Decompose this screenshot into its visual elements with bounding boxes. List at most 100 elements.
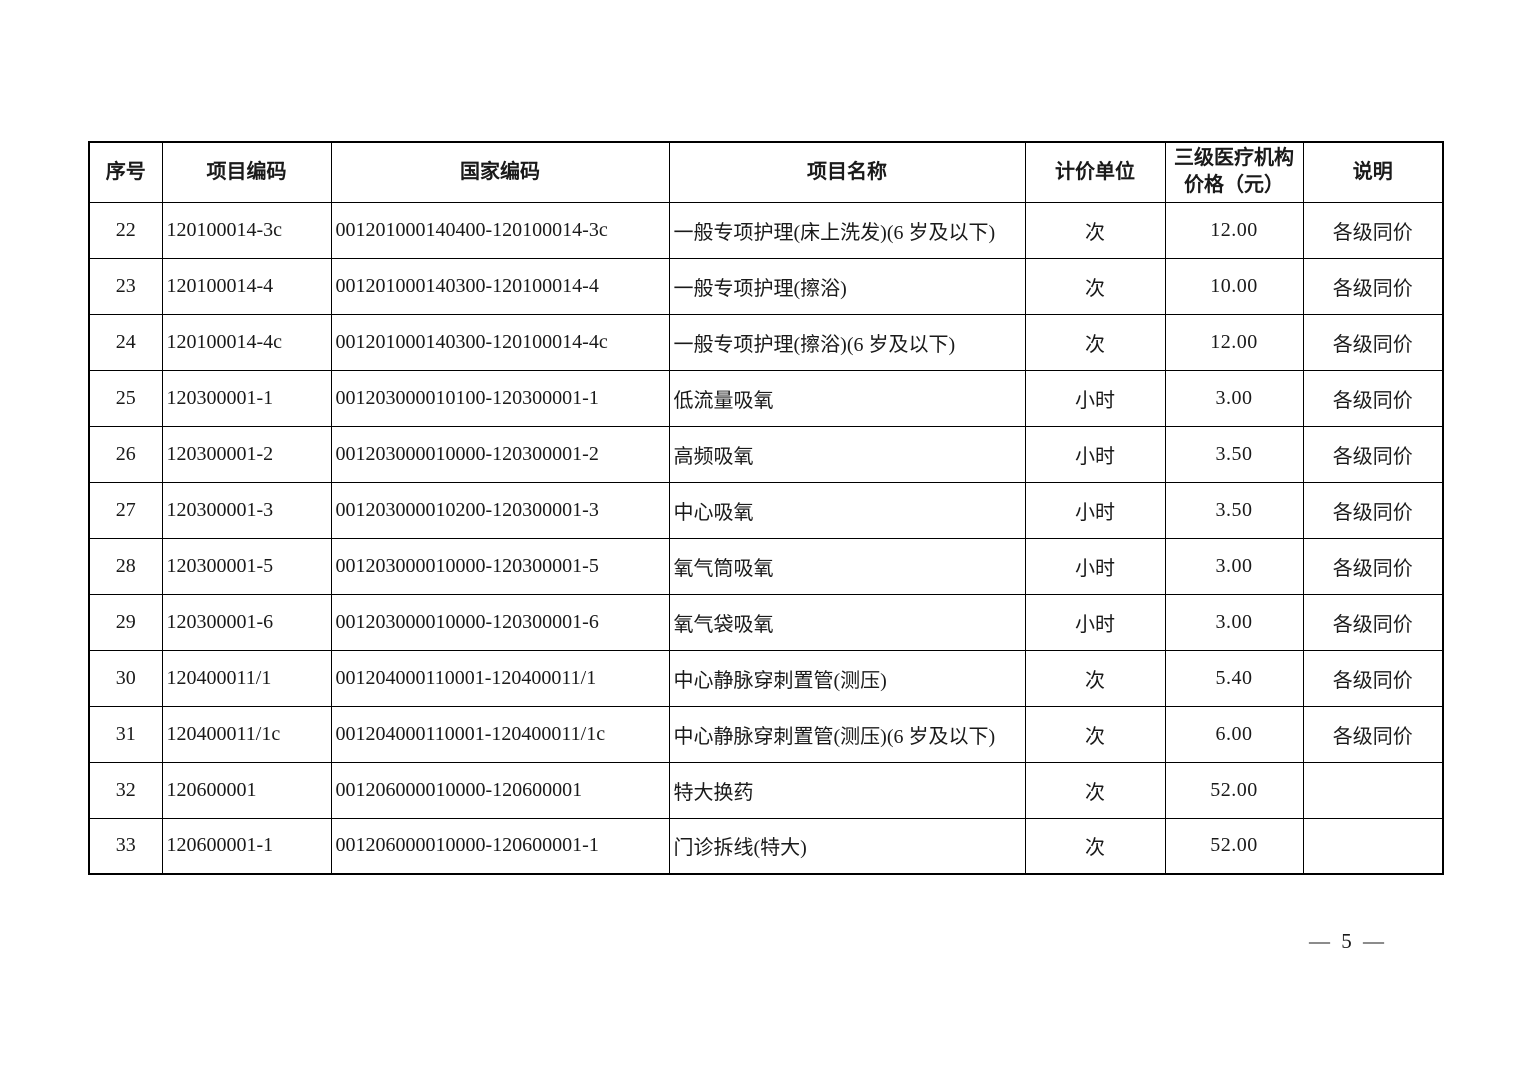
cell-national-code: 001204000110001-120400011/1c (330, 705, 670, 763)
cell-index: 29 (88, 593, 163, 651)
cell-index: 31 (88, 705, 163, 763)
cell-index: 23 (88, 257, 163, 315)
cell-note: 各级同价 (1302, 201, 1444, 259)
table-row: 32 120600001 001206000010000-120600001 特… (88, 761, 1444, 819)
cell-note: 各级同价 (1302, 369, 1444, 427)
table-row: 31 120400011/1c 001204000110001-12040001… (88, 705, 1444, 763)
cell-item-code: 120600001-1 (161, 817, 332, 875)
cell-item-code: 120300001-3 (161, 481, 332, 539)
cell-item-code: 120300001-2 (161, 425, 332, 483)
cell-price: 12.00 (1164, 201, 1304, 259)
cell-item-name: 中心静脉穿刺置管(测压)(6 岁及以下) (668, 705, 1026, 763)
cell-index: 28 (88, 537, 163, 595)
cell-price: 3.00 (1164, 537, 1304, 595)
price-table: 序号 项目编码 国家编码 项目名称 计价单位 三级医疗机构 价格（元） 说明 2… (88, 141, 1444, 875)
cell-note: 各级同价 (1302, 537, 1444, 595)
cell-unit: 小时 (1024, 593, 1166, 651)
header-item-code: 项目编码 (161, 141, 332, 203)
cell-item-name: 高频吸氧 (668, 425, 1026, 483)
cell-unit: 小时 (1024, 425, 1166, 483)
cell-unit: 次 (1024, 761, 1166, 819)
cell-index: 30 (88, 649, 163, 707)
cell-unit: 次 (1024, 313, 1166, 371)
cell-item-name: 中心静脉穿刺置管(测压) (668, 649, 1026, 707)
cell-item-name: 一般专项护理(擦浴) (668, 257, 1026, 315)
table-row: 23 120100014-4 001201000140300-120100014… (88, 257, 1444, 315)
cell-price: 52.00 (1164, 761, 1304, 819)
table-row: 25 120300001-1 001203000010100-120300001… (88, 369, 1444, 427)
cell-item-code: 120100014-4 (161, 257, 332, 315)
cell-price: 3.50 (1164, 425, 1304, 483)
header-note: 说明 (1302, 141, 1444, 203)
cell-item-code: 120300001-1 (161, 369, 332, 427)
table-row: 33 120600001-1 001206000010000-120600001… (88, 817, 1444, 875)
table-row: 27 120300001-3 001203000010200-120300001… (88, 481, 1444, 539)
cell-price: 5.40 (1164, 649, 1304, 707)
cell-national-code: 001201000140400-120100014-3c (330, 201, 670, 259)
cell-unit: 次 (1024, 705, 1166, 763)
cell-item-name: 特大换药 (668, 761, 1026, 819)
table-body: 22 120100014-3c 001201000140400-12010001… (88, 201, 1444, 875)
header-price-line2: 价格（元） (1184, 174, 1284, 197)
table-row: 22 120100014-3c 001201000140400-12010001… (88, 201, 1444, 259)
cell-unit: 小时 (1024, 369, 1166, 427)
cell-note: 各级同价 (1302, 481, 1444, 539)
header-unit: 计价单位 (1024, 141, 1166, 203)
cell-item-code: 120400011/1 (161, 649, 332, 707)
cell-national-code: 001206000010000-120600001-1 (330, 817, 670, 875)
cell-price: 3.00 (1164, 369, 1304, 427)
cell-item-code: 120100014-4c (161, 313, 332, 371)
table-row: 26 120300001-2 001203000010000-120300001… (88, 425, 1444, 483)
cell-national-code: 001203000010000-120300001-6 (330, 593, 670, 651)
header-price: 三级医疗机构 价格（元） (1164, 141, 1304, 203)
cell-unit: 小时 (1024, 537, 1166, 595)
cell-national-code: 001203000010100-120300001-1 (330, 369, 670, 427)
cell-note (1302, 817, 1444, 875)
cell-note: 各级同价 (1302, 649, 1444, 707)
cell-unit: 小时 (1024, 481, 1166, 539)
header-index: 序号 (88, 141, 163, 203)
cell-note: 各级同价 (1302, 425, 1444, 483)
cell-note (1302, 761, 1444, 819)
cell-item-code: 120300001-5 (161, 537, 332, 595)
cell-item-name: 氧气筒吸氧 (668, 537, 1026, 595)
table-row: 30 120400011/1 001204000110001-120400011… (88, 649, 1444, 707)
cell-national-code: 001206000010000-120600001 (330, 761, 670, 819)
table-header-row: 序号 项目编码 国家编码 项目名称 计价单位 三级医疗机构 价格（元） 说明 (88, 141, 1444, 203)
page-number: — 5 — (1309, 929, 1387, 953)
cell-note: 各级同价 (1302, 705, 1444, 763)
cell-national-code: 001203000010200-120300001-3 (330, 481, 670, 539)
cell-note: 各级同价 (1302, 313, 1444, 371)
cell-national-code: 001203000010000-120300001-5 (330, 537, 670, 595)
table-row: 24 120100014-4c 001201000140300-12010001… (88, 313, 1444, 371)
cell-index: 26 (88, 425, 163, 483)
cell-unit: 次 (1024, 649, 1166, 707)
cell-unit: 次 (1024, 257, 1166, 315)
cell-item-code: 120100014-3c (161, 201, 332, 259)
cell-price: 52.00 (1164, 817, 1304, 875)
header-item-name: 项目名称 (668, 141, 1026, 203)
cell-index: 22 (88, 201, 163, 259)
cell-item-code: 120300001-6 (161, 593, 332, 651)
cell-price: 3.50 (1164, 481, 1304, 539)
cell-unit: 次 (1024, 817, 1166, 875)
cell-item-code: 120600001 (161, 761, 332, 819)
cell-price: 3.00 (1164, 593, 1304, 651)
header-national-code: 国家编码 (330, 141, 670, 203)
cell-item-name: 氧气袋吸氧 (668, 593, 1026, 651)
cell-index: 32 (88, 761, 163, 819)
cell-item-name: 门诊拆线(特大) (668, 817, 1026, 875)
cell-price: 6.00 (1164, 705, 1304, 763)
cell-item-code: 120400011/1c (161, 705, 332, 763)
cell-item-name: 低流量吸氧 (668, 369, 1026, 427)
cell-index: 27 (88, 481, 163, 539)
cell-note: 各级同价 (1302, 593, 1444, 651)
cell-price: 12.00 (1164, 313, 1304, 371)
cell-note: 各级同价 (1302, 257, 1444, 315)
cell-national-code: 001204000110001-120400011/1 (330, 649, 670, 707)
cell-item-name: 中心吸氧 (668, 481, 1026, 539)
cell-unit: 次 (1024, 201, 1166, 259)
cell-national-code: 001201000140300-120100014-4 (330, 257, 670, 315)
cell-item-name: 一般专项护理(床上洗发)(6 岁及以下) (668, 201, 1026, 259)
cell-index: 25 (88, 369, 163, 427)
